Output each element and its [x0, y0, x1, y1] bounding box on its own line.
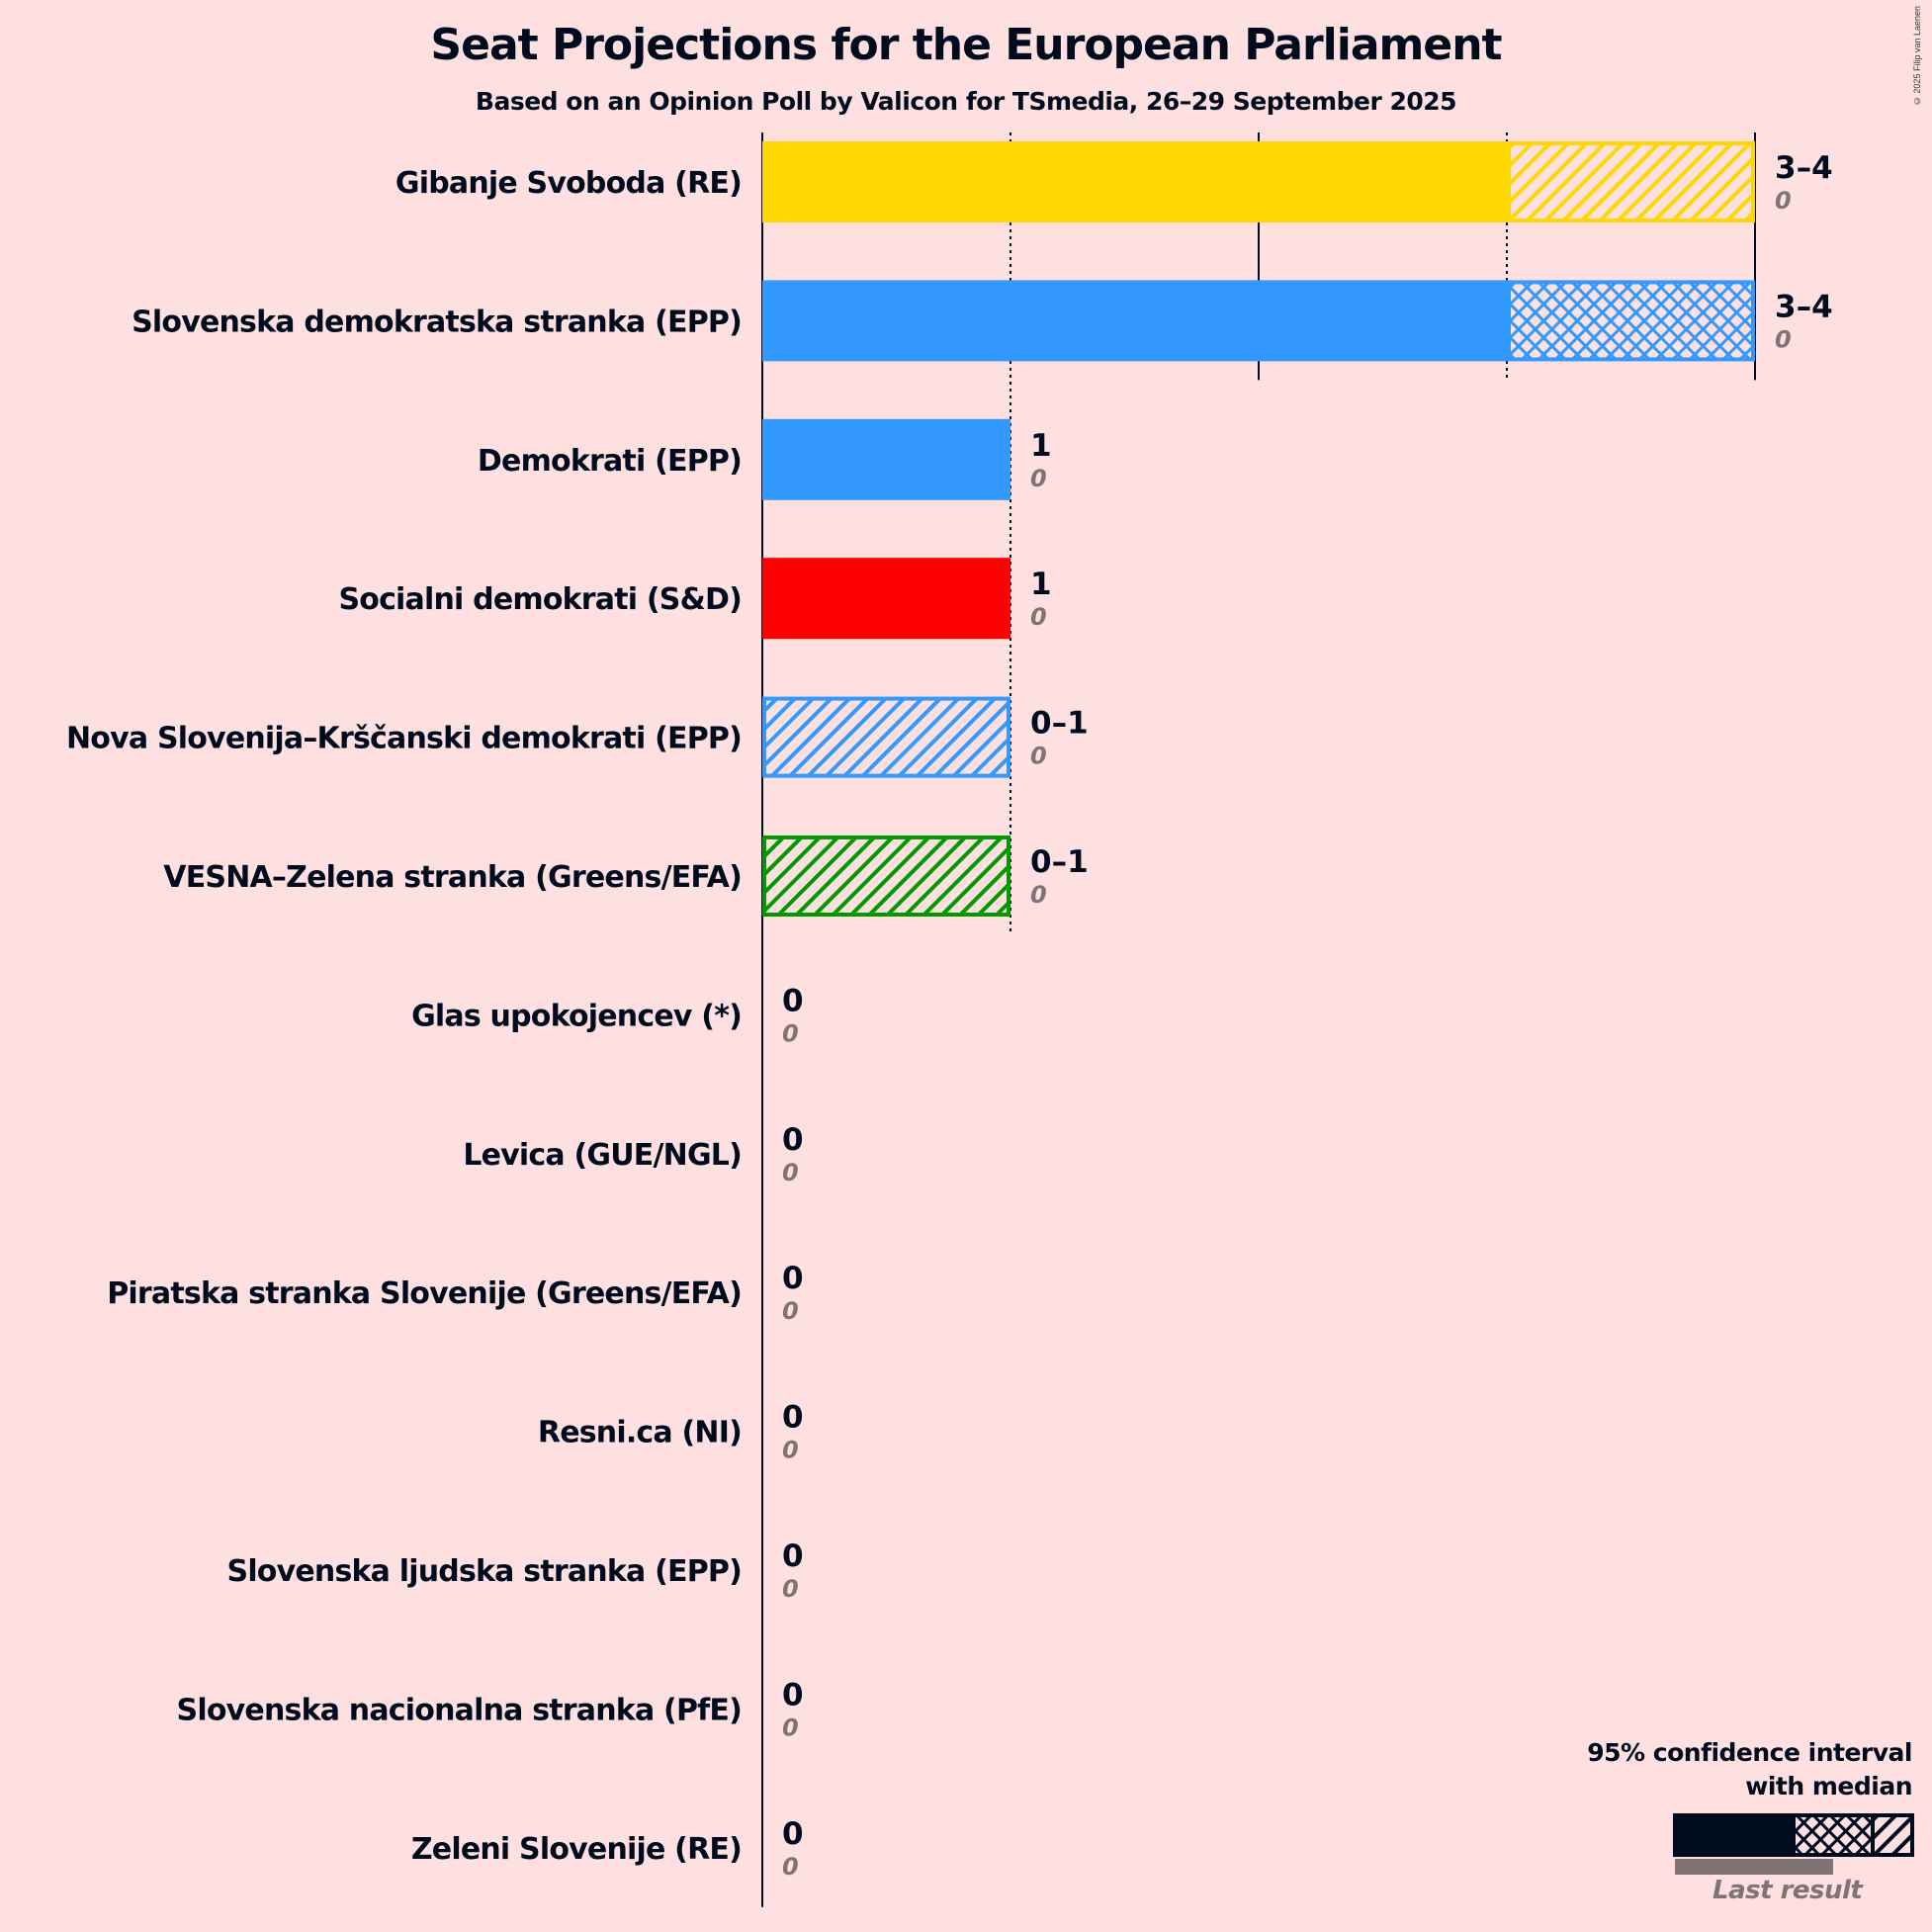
bar-solid	[762, 141, 1507, 222]
bar-solid	[762, 280, 1507, 362]
chart-subtitle: Based on an Opinion Poll by Valicon for …	[475, 87, 1457, 116]
party-label: Piratska stranka Slovenije (Greens/EFA)	[107, 1276, 742, 1311]
range-label: 1	[1030, 428, 1052, 464]
party-label: Slovenska demokratska stranka (EPP)	[132, 305, 742, 339]
party-label: Zeleni Slovenije (RE)	[411, 1832, 742, 1867]
last-result-label: 0	[782, 1437, 799, 1464]
legend-title: 95% confidence interval with median	[1587, 1736, 1912, 1803]
range-label: 3–4	[1775, 150, 1833, 186]
legend-last-result-swatch	[1675, 1859, 1833, 1875]
last-result-label: 0	[1030, 881, 1047, 909]
last-result-label: 0	[1030, 743, 1047, 770]
last-result-label: 0	[1775, 325, 1792, 353]
bars	[762, 141, 1755, 917]
legend-solid-swatch	[1673, 1813, 1794, 1857]
range-label: 0	[782, 983, 804, 1018]
range-label: 0–1	[1030, 844, 1089, 880]
last-result-label: 0	[782, 1713, 799, 1741]
bar-interval	[1507, 141, 1755, 222]
range-label: 0	[782, 1816, 804, 1852]
gridlines	[761, 132, 1756, 1907]
legend-graphic	[1673, 1813, 1914, 1875]
range-label: 0	[782, 1538, 804, 1574]
party-label: Demokrati (EPP)	[478, 444, 742, 479]
chart-title: Seat Projections for the European Parlia…	[430, 20, 1502, 70]
last-result-label: 0	[1030, 465, 1047, 492]
party-label: Slovenska nacionalna stranka (PfE)	[177, 1693, 742, 1727]
range-label: 1	[1030, 567, 1052, 602]
bar-interval	[762, 696, 1010, 778]
range-label: 0	[782, 1677, 804, 1712]
bar-solid	[762, 558, 1010, 640]
range-label: 3–4	[1775, 289, 1833, 324]
range-label: 0	[782, 1400, 804, 1436]
last-result-label: 0	[782, 1575, 799, 1603]
range-label: 0	[782, 1261, 804, 1296]
party-label: Gibanje Svoboda (RE)	[395, 166, 742, 201]
last-result-label: 0	[782, 1853, 799, 1881]
party-label: Nova Slovenija–Krščanski demokrati (EPP)	[66, 722, 742, 756]
party-label: Socialni demokrati (S&D)	[338, 582, 742, 617]
bar-interval	[1507, 280, 1755, 362]
party-label: Glas upokojencev (*)	[411, 999, 742, 1033]
legend-title-line2: with median	[1745, 1772, 1912, 1800]
legend-median-swatch	[1792, 1813, 1875, 1857]
last-result-label: 0	[1030, 603, 1047, 631]
last-result-label: 0	[782, 1159, 799, 1186]
legend-title-line1: 95% confidence interval	[1587, 1738, 1912, 1767]
bar-solid	[762, 418, 1010, 500]
party-label: Slovenska ljudska stranka (EPP)	[227, 1554, 742, 1589]
legend-interval-swatch	[1871, 1813, 1914, 1857]
range-label: 0	[782, 1122, 804, 1158]
legend-last-result-label: Last result	[1712, 1876, 1863, 1905]
party-label: Levica (GUE/NGL)	[463, 1138, 742, 1173]
last-result-label: 0	[782, 1019, 799, 1047]
range-label: 0–1	[1030, 706, 1089, 742]
last-result-label: 0	[1775, 187, 1792, 215]
party-label: Resni.ca (NI)	[538, 1416, 742, 1450]
party-label: VESNA–Zelena stranka (Greens/EFA)	[163, 860, 742, 895]
bar-interval	[762, 835, 1010, 917]
last-result-label: 0	[782, 1297, 799, 1325]
